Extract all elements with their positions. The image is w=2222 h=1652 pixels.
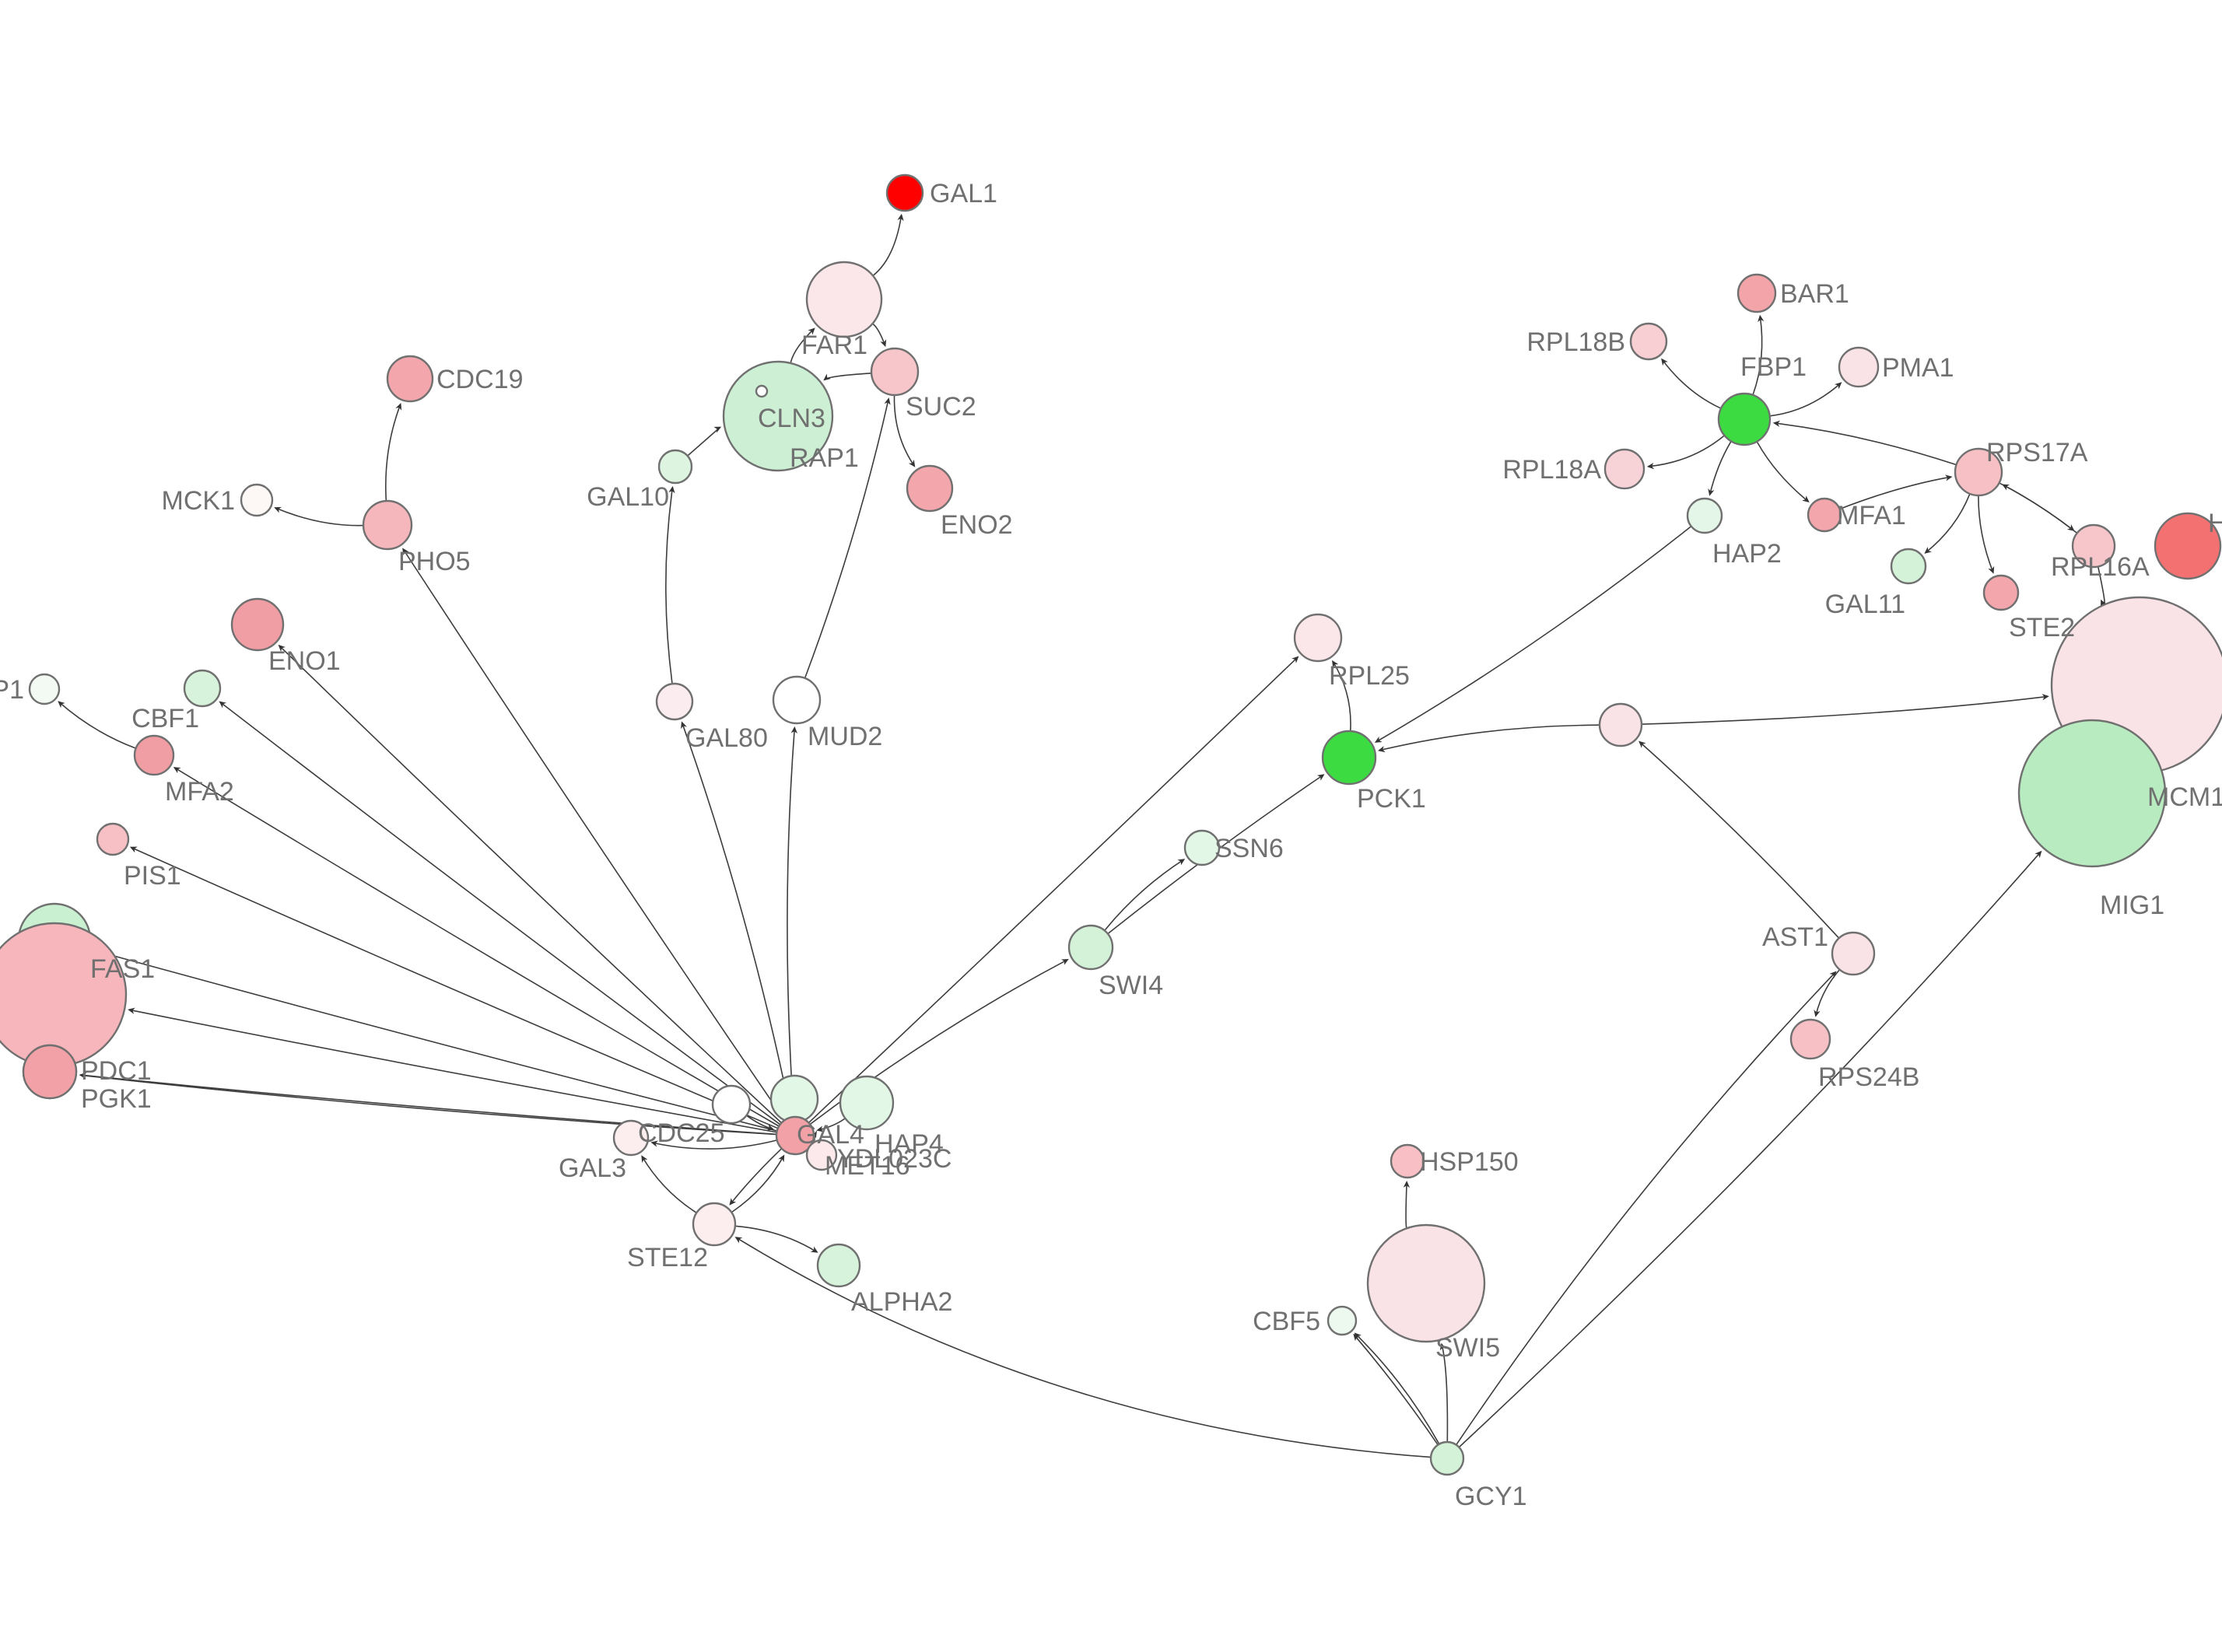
svg-text:HIS4: HIS4 <box>2208 509 2222 538</box>
svg-text:SWI4: SWI4 <box>1099 971 1163 1000</box>
svg-text:PCK1: PCK1 <box>1357 784 1426 814</box>
svg-text:CDC19: CDC19 <box>436 365 523 394</box>
svg-text:MUD2: MUD2 <box>808 722 882 751</box>
svg-text:GCY1: GCY1 <box>1455 1482 1527 1511</box>
svg-text:MFA2: MFA2 <box>165 777 234 807</box>
svg-text:ENO2: ENO2 <box>941 510 1013 540</box>
svg-text:MFA1: MFA1 <box>1837 501 1906 530</box>
svg-text:PGK1: PGK1 <box>81 1084 152 1114</box>
svg-text:RPL18A: RPL18A <box>1502 455 1601 485</box>
svg-text:PMA1: PMA1 <box>1882 353 1954 383</box>
svg-text:RPL16A: RPL16A <box>2051 552 2150 582</box>
svg-text:MIG1: MIG1 <box>2100 891 2164 920</box>
svg-text:HAP2: HAP2 <box>1712 539 1782 569</box>
svg-text:GAL80: GAL80 <box>685 723 768 753</box>
svg-text:RPL18B: RPL18B <box>1526 327 1625 357</box>
svg-text:CBF1: CBF1 <box>131 704 199 733</box>
svg-text:TUP1: TUP1 <box>0 675 24 705</box>
svg-text:SWI5: SWI5 <box>1435 1333 1500 1363</box>
svg-text:FAS1: FAS1 <box>90 954 155 984</box>
svg-text:RAP1: RAP1 <box>790 443 859 473</box>
svg-text:CBF5: CBF5 <box>1253 1307 1320 1336</box>
svg-text:FBP1: FBP1 <box>1740 352 1807 382</box>
svg-text:SSN6: SSN6 <box>1214 834 1284 863</box>
svg-text:STE12: STE12 <box>627 1243 708 1272</box>
svg-text:MCM1: MCM1 <box>2147 782 2222 812</box>
svg-text:RPL25: RPL25 <box>1329 661 1410 691</box>
svg-text:PHO5: PHO5 <box>398 547 471 576</box>
svg-text:GAL11: GAL11 <box>1825 590 1905 619</box>
svg-text:PIS1: PIS1 <box>124 861 181 891</box>
svg-text:RPS24B: RPS24B <box>1818 1062 1919 1092</box>
svg-text:BAR1: BAR1 <box>1780 279 1849 309</box>
svg-text:MET16: MET16 <box>825 1151 910 1181</box>
svg-text:CDC25: CDC25 <box>638 1118 724 1148</box>
svg-text:GAL10: GAL10 <box>587 482 669 512</box>
svg-text:SUC2: SUC2 <box>906 392 976 422</box>
svg-text:RPS17A: RPS17A <box>1986 438 2088 467</box>
svg-text:ENO1: ENO1 <box>268 646 341 676</box>
svg-text:CLN3: CLN3 <box>758 404 825 433</box>
svg-text:MCK1: MCK1 <box>162 486 235 516</box>
svg-text:GAL1: GAL1 <box>930 179 997 208</box>
svg-text:PDC1: PDC1 <box>81 1056 152 1086</box>
svg-text:GAL3: GAL3 <box>559 1153 626 1183</box>
svg-text:FAR1: FAR1 <box>801 331 867 360</box>
svg-text:HSP150: HSP150 <box>1420 1147 1519 1177</box>
svg-text:ALPHA2: ALPHA2 <box>851 1287 952 1317</box>
svg-text:STE2: STE2 <box>2009 613 2075 642</box>
svg-text:AST1: AST1 <box>1762 922 1828 952</box>
